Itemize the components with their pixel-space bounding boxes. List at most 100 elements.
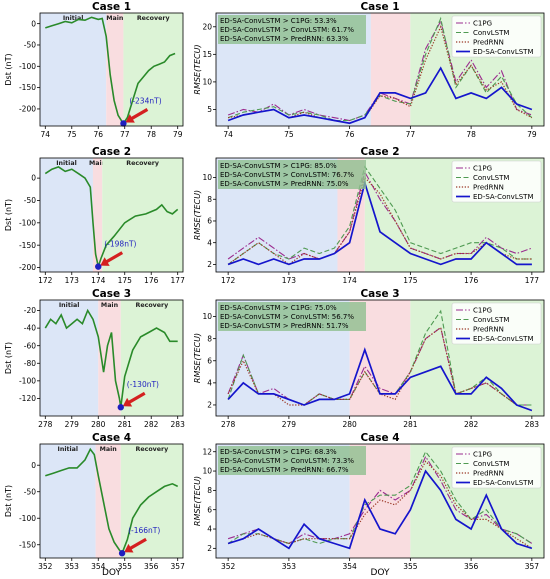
series-line: [227, 19, 533, 122]
x-tick-label: 280: [91, 420, 106, 429]
y-tick-label: -20: [24, 306, 36, 315]
y-tick-label: -100: [19, 376, 36, 385]
x-tick-label: 76: [345, 130, 355, 139]
rmse-panel-2: Case 2 172 173 174 175 176 177 2 4 6 8 10RMSE(TECU)…: [193, 146, 545, 285]
plot-lines: [44, 308, 178, 408]
x-tick-label: 173: [65, 276, 80, 285]
legend-label: ConvLSTM: [473, 29, 509, 37]
min-arrow-head: [122, 397, 133, 407]
series-line: [227, 165, 532, 265]
x-tick-label: 353: [65, 562, 80, 571]
x-tick-label: 278: [38, 420, 53, 429]
y-tick-label: -40: [24, 324, 36, 333]
x-tick-label: 77: [120, 130, 130, 139]
phase-label: Main: [89, 160, 106, 167]
x-tick-label: 352: [38, 562, 53, 571]
phase-band: [95, 444, 121, 558]
x-tick-label: 173: [282, 276, 297, 285]
phase-label: Recovery: [126, 160, 159, 167]
plot-lines: [45, 447, 179, 555]
stats-box: [218, 15, 366, 44]
legend-label: C1PG: [473, 451, 492, 459]
y-tick-label: 12: [202, 447, 212, 456]
phase-label: Initial: [58, 446, 79, 453]
x-tick-label: 279: [282, 420, 297, 429]
legend-label: PredRNN: [473, 184, 504, 192]
stats-box: [218, 446, 366, 475]
panel-title: Case 2: [92, 146, 131, 158]
x-tick-label: 356: [464, 562, 479, 571]
phase-band: [92, 158, 103, 272]
phase-label: Recovery: [136, 302, 169, 309]
min-arrow-head: [124, 543, 134, 553]
y-tick-label: 0: [31, 174, 36, 183]
axes-frame: [39, 12, 184, 127]
series-line: [227, 460, 533, 549]
legend-label: ConvLSTM: [473, 316, 509, 324]
stats-line: ED-SA-ConvLSTM > PredRNN: 66.7%: [220, 466, 349, 474]
y-tick-label: 6: [207, 217, 212, 226]
phase-band: [40, 300, 99, 416]
min-arrow-head: [125, 114, 135, 123]
stats-line: ED-SA-ConvLSTM > ConvLSTM: 56.7%: [220, 313, 354, 321]
min-point: [120, 120, 127, 127]
plot-lines: [45, 16, 176, 125]
x-tick-label: 283: [171, 420, 186, 429]
stats-line: ED-SA-ConvLSTM > C1PG: 85.0%: [220, 162, 337, 170]
stats-line: ED-SA-ConvLSTM > C1PG: 68.3%: [220, 448, 337, 456]
y-tick-label: -100: [19, 514, 36, 523]
x-axis-label-right: DOY: [370, 568, 390, 578]
x-axis-label-left: DOY: [102, 568, 122, 578]
legend-box: [451, 446, 542, 489]
x-tick-label: 355: [403, 562, 418, 571]
plot-lines: [227, 309, 533, 412]
panel-title: Case 3: [92, 288, 131, 300]
min-label: (-198nT): [104, 240, 136, 249]
phase-band: [370, 13, 411, 126]
dst-line: [45, 447, 179, 555]
min-label: (-234nT): [129, 96, 161, 105]
y-tick-label: -200: [19, 263, 36, 272]
y-tick-label: 4: [207, 525, 212, 534]
axes-frame: [39, 299, 184, 417]
series-line: [227, 326, 532, 406]
y-axis-label: RMSE(TECU): [193, 44, 202, 94]
y-axis-label: Dst (nT): [4, 485, 13, 517]
y-tick-label: 8: [207, 486, 212, 495]
phase-label: Initial: [63, 15, 84, 22]
x-tick-label: 174: [342, 276, 357, 285]
x-tick-label: 357: [525, 562, 540, 571]
y-tick-label: -60: [24, 341, 36, 350]
y-axis-label: RMSE(TECU): [193, 333, 202, 383]
rmse-panel-1: Case 1 74 75 76 77 78 79 5 10 15 20 RMSE(TECU) ED-SA…: [193, 1, 545, 139]
x-tick-label: 355: [118, 562, 133, 571]
y-tick-label: 4: [207, 378, 212, 387]
y-axis-label: Dst (nT): [4, 199, 13, 231]
plot-lines: [227, 16, 533, 125]
y-tick-label: -100: [19, 62, 36, 71]
x-tick-label: 75: [67, 130, 77, 139]
x-tick-label: 282: [144, 420, 159, 429]
phase-label: Initial: [59, 302, 80, 309]
axes-frame: [39, 157, 184, 273]
panel-title: Case 1: [360, 1, 399, 13]
y-tick-label: 8: [207, 195, 212, 204]
stats-line: ED-SA-ConvLSTM > C1PG: 53.3%: [220, 17, 337, 25]
y-tick-label: 4: [207, 238, 212, 247]
x-tick-label: 177: [171, 276, 186, 285]
min-point: [118, 550, 126, 557]
y-tick-label: 2: [207, 401, 212, 410]
phase-label: Recovery: [137, 15, 170, 22]
legend-label: ED-SA-ConvLSTM: [473, 193, 533, 201]
min-point: [95, 263, 102, 270]
phase-label: Main: [106, 15, 123, 22]
panel-title: Case 3: [360, 288, 399, 300]
min-arrow-head: [100, 257, 110, 266]
x-tick-label: 74: [223, 130, 233, 139]
y-tick-label: 6: [207, 505, 212, 514]
y-tick-label: 10: [202, 78, 212, 87]
y-tick-label: 2: [207, 544, 212, 553]
dst-line: [45, 16, 176, 125]
y-tick-label: 8: [207, 334, 212, 343]
rmse-panel-4: Case 4 352 353 354 355 356 357 2 4 6 8 10 12 RMSE(TEC…: [193, 432, 545, 571]
